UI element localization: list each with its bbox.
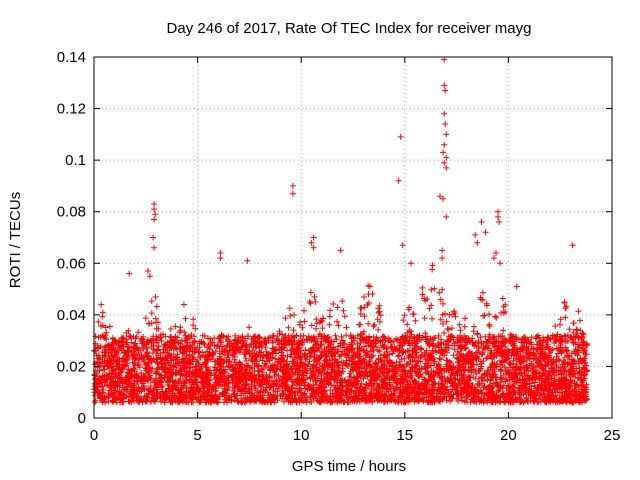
x-tick-label: 15 [396, 427, 413, 444]
x-tick-label: 25 [604, 427, 621, 444]
roti-points [91, 56, 591, 406]
y-tick-label: 0.06 [57, 255, 86, 272]
y-tick-label: 0.1 [65, 152, 86, 169]
x-axis-label: GPS time / hours [292, 458, 406, 475]
y-tick-label: 0 [78, 410, 86, 427]
x-tick-label: 10 [293, 427, 310, 444]
y-axis-label: ROTI / TECUs [7, 192, 24, 288]
y-tick-label: 0.02 [57, 358, 86, 375]
y-tick-label: 0.12 [57, 101, 86, 118]
y-tick-label: 0.04 [57, 307, 86, 324]
data-points [91, 56, 591, 406]
y-tick-label: 0.14 [57, 49, 86, 66]
y-axis-ticks: 0 0.02 0.04 0.06 0.08 0.1 0.12 0.14 [57, 49, 612, 427]
chart-title: Day 246 of 2017, Rate Of TEC Index for r… [167, 20, 532, 37]
x-tick-label: 0 [90, 427, 98, 444]
x-tick-label: 20 [500, 427, 517, 444]
y-tick-label: 0.08 [57, 204, 86, 221]
plot-frame [93, 56, 613, 419]
x-tick-label: 5 [193, 427, 201, 444]
